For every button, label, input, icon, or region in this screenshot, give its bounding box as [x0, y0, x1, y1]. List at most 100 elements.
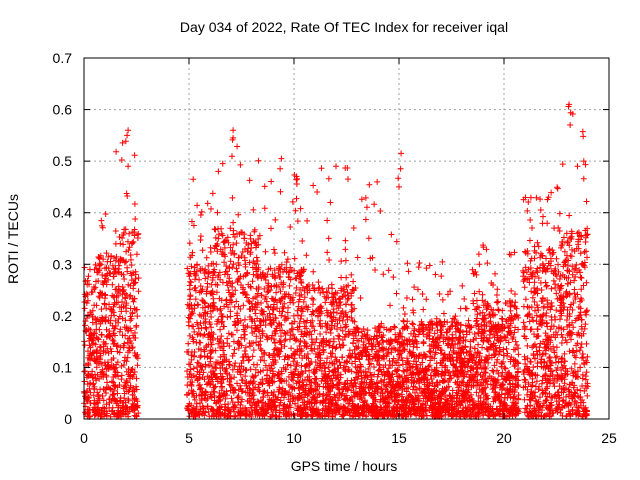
data-point	[113, 299, 120, 306]
data-point	[208, 314, 215, 321]
data-point	[324, 217, 331, 224]
data-point	[231, 374, 238, 381]
data-point	[221, 244, 228, 251]
data-point	[335, 332, 342, 339]
data-point	[115, 319, 122, 326]
data-point	[233, 265, 240, 272]
data-point	[81, 291, 88, 298]
data-point	[191, 285, 198, 292]
data-point	[239, 284, 246, 291]
data-point	[494, 367, 501, 374]
data-point	[235, 211, 242, 218]
data-point	[219, 318, 226, 325]
data-point	[248, 300, 255, 307]
data-point	[262, 362, 269, 369]
data-point	[237, 382, 244, 389]
data-point	[96, 267, 103, 274]
data-point	[295, 326, 302, 333]
data-point	[206, 413, 213, 420]
data-point	[192, 284, 199, 291]
data-point	[130, 298, 137, 305]
data-point	[222, 238, 229, 245]
data-point	[270, 246, 277, 253]
data-point	[246, 340, 253, 347]
data-point	[104, 345, 111, 352]
data-point	[277, 188, 284, 195]
data-point	[203, 254, 210, 261]
data-point	[92, 284, 99, 291]
data-point	[310, 268, 317, 275]
data-point	[114, 342, 121, 349]
data-point	[287, 224, 294, 231]
data-point	[326, 256, 333, 263]
data-point	[91, 385, 98, 392]
data-point	[212, 347, 219, 354]
data-point	[213, 361, 220, 368]
data-point	[256, 232, 263, 239]
data-point	[374, 178, 381, 185]
data-point	[217, 409, 224, 416]
data-point	[253, 261, 260, 268]
data-point	[295, 303, 302, 310]
data-point	[91, 330, 98, 337]
data-point	[285, 408, 292, 415]
data-point	[127, 292, 134, 299]
data-point	[184, 368, 191, 375]
data-point	[410, 321, 417, 328]
data-point	[293, 180, 300, 187]
data-point	[93, 302, 100, 309]
data-point	[218, 319, 225, 326]
data-point	[130, 285, 137, 292]
data-point	[292, 366, 299, 373]
data-point	[540, 213, 547, 220]
data-point	[198, 362, 205, 369]
data-point	[211, 397, 218, 404]
data-point	[110, 337, 117, 344]
data-point	[536, 394, 543, 401]
data-point	[325, 364, 332, 371]
data-point	[89, 319, 96, 326]
data-point	[207, 358, 214, 365]
data-point	[194, 331, 201, 338]
data-point	[213, 261, 220, 268]
data-point	[251, 228, 258, 235]
data-point	[252, 239, 259, 246]
data-point	[303, 252, 310, 259]
data-point	[256, 388, 263, 395]
data-point	[387, 302, 394, 309]
data-points	[81, 101, 591, 420]
data-point	[198, 346, 205, 353]
data-point	[103, 412, 110, 419]
data-point	[244, 248, 251, 255]
data-point	[127, 372, 134, 379]
data-point	[230, 291, 237, 298]
data-point	[201, 412, 208, 419]
data-point	[309, 301, 316, 308]
data-point	[120, 241, 127, 248]
data-point	[219, 362, 226, 369]
data-point	[401, 310, 408, 317]
data-point	[264, 366, 271, 373]
data-point	[235, 254, 242, 261]
data-point	[385, 267, 392, 274]
data-point	[254, 274, 261, 281]
data-point	[290, 312, 297, 319]
data-point	[98, 306, 105, 313]
data-point	[203, 288, 210, 295]
data-point	[89, 374, 96, 381]
data-point	[285, 269, 292, 276]
data-point	[268, 335, 275, 342]
data-point	[216, 389, 223, 396]
data-point	[508, 287, 515, 294]
data-point	[493, 291, 500, 298]
data-point	[131, 368, 138, 375]
data-point	[231, 303, 238, 310]
data-point	[467, 343, 474, 350]
data-point	[526, 237, 533, 244]
data-point	[217, 276, 224, 283]
data-point	[114, 369, 121, 376]
data-point	[131, 201, 138, 208]
data-point	[343, 274, 350, 281]
data-point	[235, 409, 242, 416]
data-point	[207, 321, 214, 328]
